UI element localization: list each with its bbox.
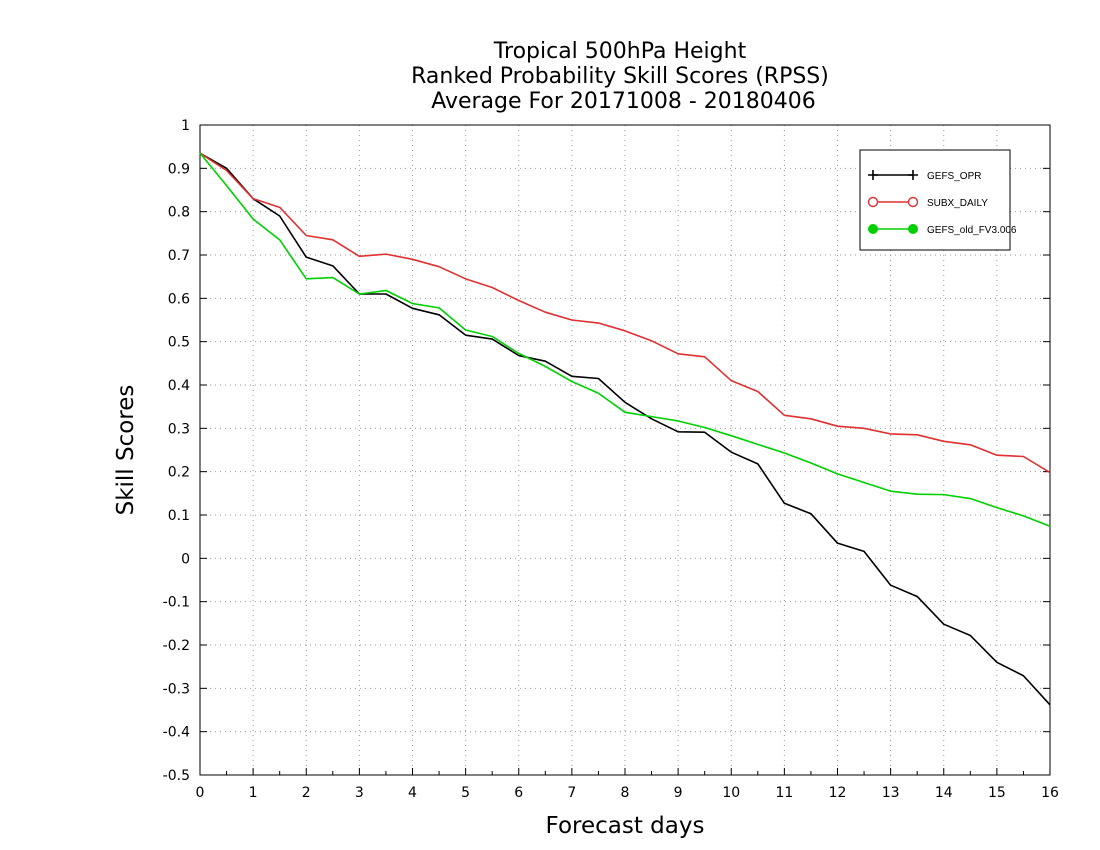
x-tick-label: 14 [935,785,953,801]
title-line-3: Average For 20171008 - 20180406 [424,89,816,114]
x-tick-label: 1 [249,785,258,801]
y-tick-label: -0.1 [163,595,190,611]
legend-marker-open-circle [867,196,879,208]
x-tick-label: 5 [461,785,470,801]
y-tick-label: 0.8 [168,205,190,221]
series-line-1 [199,152,1051,474]
grid [200,125,1050,775]
x-tick-label: 6 [514,785,523,801]
series-line-0 [199,152,1051,706]
x-tick-label: 9 [674,785,683,801]
y-tick-label: -0.3 [163,681,190,697]
legend-label-1: SUBX_DAILY [927,198,988,209]
series-lines [199,152,1051,706]
y-tick-label: -0.5 [163,768,190,784]
x-tick-label: 7 [567,785,576,801]
y-tick-label: 0.4 [168,378,190,394]
title-line-2: Ranked Probability Skill Scores (RPSS) [411,64,829,89]
x-tick-label: 16 [1041,785,1059,801]
y-tick-label: 0.7 [168,248,190,264]
y-tick-label: 0 [181,551,190,567]
legend-marker-filled-circle [908,224,918,234]
x-tick-label: 15 [988,785,1006,801]
axis-ticks: 0 1 2 3 4 5 6 7 8 9 10 11 12 13 14 15 1610.90.80.70.60.5… [163,118,1059,801]
x-tick-label: 2 [302,785,311,801]
x-tick-label: 11 [775,785,793,801]
legend: GEFS_OPR SUBX_DAILY GEFS_old_FV3.006 [859,149,1017,251]
y-tick-label: 0.9 [168,161,190,177]
legend-label-0: GEFS_OPR [927,171,981,182]
x-axis-label: Forecast days [546,813,705,839]
x-tick-label: 4 [408,785,417,801]
y-tick-label: -0.2 [163,638,190,654]
y-tick-label: 1 [181,118,190,134]
series-line-2 [199,152,1051,528]
legend-marker-plus [868,170,878,180]
y-tick-label: 0.2 [168,465,190,481]
x-tick-label: 10 [722,785,740,801]
title-line-1: Tropical 500hPa Height [493,39,747,64]
legend-marker-open-circle [907,196,919,208]
legend-marker-filled-circle [868,224,878,234]
y-tick-label: 0.5 [168,335,190,351]
legend-label-2: GEFS_old_FV3.006 [927,225,1017,236]
x-tick-label: 13 [882,785,900,801]
y-tick-label: 0.1 [168,508,190,524]
legend-marker-plus [908,170,918,180]
x-tick-label: 8 [621,785,630,801]
y-tick-label: 0.3 [168,421,190,437]
y-tick-label: 0.6 [168,291,190,307]
y-tick-label: -0.4 [163,725,190,741]
x-tick-label: 0 [196,785,205,801]
x-tick-label: 12 [829,785,847,801]
y-axis-label: Skill Scores [113,385,139,516]
x-tick-label: 3 [355,785,364,801]
legend-box [859,149,1011,251]
